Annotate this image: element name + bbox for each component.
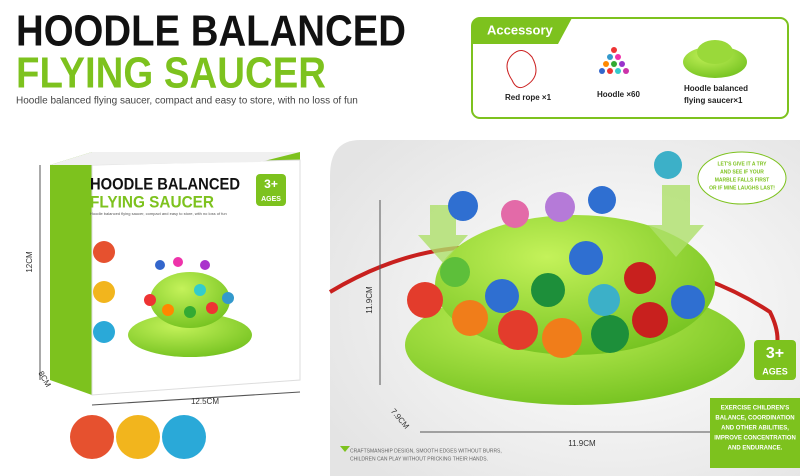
- saucer-label: Hoodle balanced: [684, 84, 748, 93]
- age-label: AGES: [762, 366, 788, 376]
- box-height: 12CM: [25, 251, 34, 273]
- feature-line: AND ENDURANCE.: [728, 446, 783, 452]
- accessory-tab: [472, 18, 572, 44]
- age-badge: [754, 340, 796, 380]
- icon-brain: [93, 241, 115, 263]
- feature-line: BALANCE, COORDINATION: [715, 416, 794, 422]
- feature-text: EXERCISE CHILDREN'S BALANCE, COORDINATIO…: [714, 406, 796, 452]
- feature-line: EXERCISE CHILDREN'S: [721, 406, 789, 412]
- arrow: [648, 185, 704, 257]
- subtitle: Hoodle balanced flying saucer, compact a…: [16, 96, 358, 107]
- rope-icon: [506, 50, 537, 89]
- title-line2: FLYING SAUCER: [16, 49, 326, 98]
- marbles: [407, 151, 705, 358]
- arrow: [418, 205, 468, 263]
- box-marbles: [144, 257, 234, 318]
- product-width: 11.9CM: [568, 439, 596, 448]
- hoodle-icon: [599, 47, 629, 74]
- box-saucer-dome: [150, 272, 230, 328]
- box-age-label: AGES: [261, 196, 281, 203]
- feature-box: [710, 398, 800, 468]
- age-number: 3+: [766, 345, 784, 362]
- speech-text: MARBLE FALLS FIRST: [715, 177, 769, 183]
- speech-bubble: [697, 151, 787, 205]
- feature-line: AND OTHER ABILITIES,: [721, 426, 789, 432]
- speech-text: AND SEE IF YOUR: [720, 169, 764, 175]
- box-title-line2: FLYING SAUCER: [90, 192, 214, 211]
- icon-hand: [93, 281, 115, 303]
- icon-family: [162, 415, 206, 459]
- product-height: 11.9CM: [365, 286, 374, 314]
- title-line1: HOODLE BALANCED: [16, 7, 406, 56]
- saucer-label: flying saucer×1: [684, 96, 743, 105]
- speech-text: OR IF MINE LAUGHS LAST!: [709, 185, 775, 191]
- box-saucer: [128, 313, 252, 357]
- box-title-line1: HOODLE BALANCED: [90, 174, 240, 193]
- icon-hand: [116, 415, 160, 459]
- box-age-number: 3+: [264, 177, 278, 191]
- box-width: 12.5CM: [191, 397, 219, 406]
- craft-line: CHILDREN CAN PLAY WITHOUT PRICKING THEIR…: [350, 456, 488, 462]
- craft-marker: [340, 446, 350, 452]
- icon-family: [93, 321, 115, 343]
- speech-text: LET'S GIVE IT A TRY: [718, 161, 768, 167]
- icon-brain: [70, 415, 114, 459]
- box-tagline: Hoodle balanced flying saucer, compact a…: [90, 211, 227, 216]
- hoodle-label: Hoodle ×60: [597, 90, 640, 99]
- feature-line: IMPROVE CONCENTRATION: [714, 436, 796, 442]
- box-age-badge: [256, 174, 286, 206]
- accessory-title: Accessory: [487, 22, 554, 37]
- dim-line: [91, 391, 301, 406]
- box-top: [50, 152, 300, 165]
- rope-label: Red rope ×1: [505, 93, 552, 102]
- craft-line: CRAFTSMANSHIP DESIGN, SMOOTH EDGES WITHO…: [350, 448, 502, 454]
- saucer-icon-dome: [697, 40, 733, 64]
